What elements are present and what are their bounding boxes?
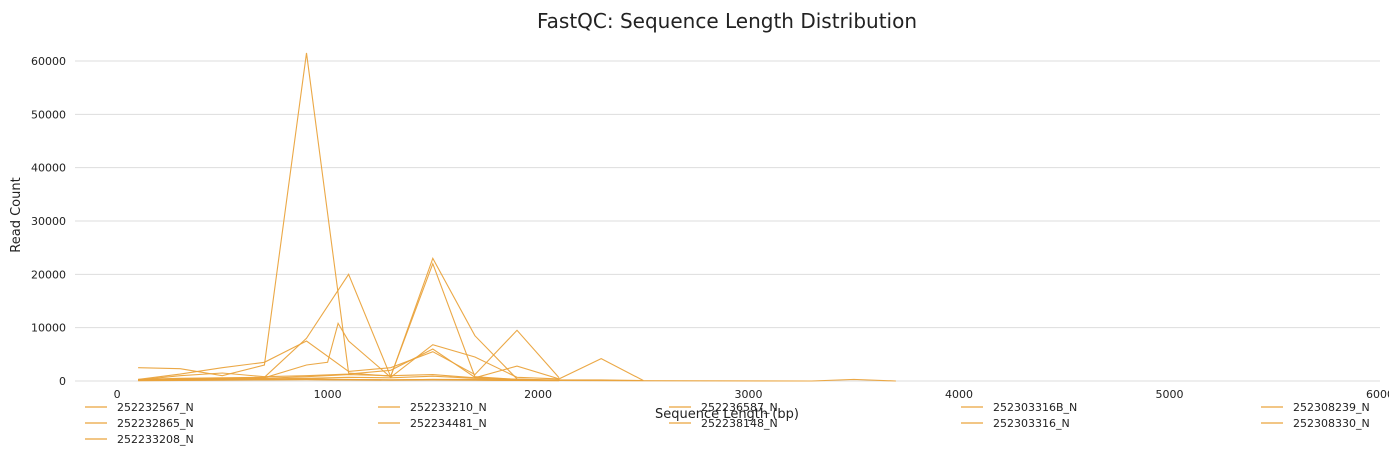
legend-label: 252308239_N (1293, 401, 1370, 414)
y-tick-label: 50000 (31, 108, 66, 121)
legend-item: 252308239_N (1261, 401, 1370, 414)
y-tick-label: 40000 (31, 162, 66, 175)
legend-item: 252233208_N (85, 433, 194, 446)
x-tick-label: 4000 (945, 388, 973, 401)
legend-item: 252238148_N (669, 417, 778, 430)
series-lines (138, 52, 896, 382)
legend-item: 252232567_N (85, 401, 194, 414)
x-tick-label: 3000 (735, 388, 763, 401)
chart-title: FastQC: Sequence Length Distribution (537, 9, 917, 33)
legend-label: 252233208_N (117, 433, 194, 446)
x-tick-label: 5000 (1156, 388, 1184, 401)
gridlines (75, 60, 1380, 382)
series-line (138, 348, 560, 382)
legend-item: 252233210_N (378, 401, 487, 414)
legend-label: 252233210_N (410, 401, 487, 414)
legend-label: 252303316_N (993, 417, 1070, 430)
y-tick-label: 20000 (31, 268, 66, 281)
legend-label: 252303316B_N (993, 401, 1077, 414)
legend-item: 252303316B_N (961, 401, 1077, 414)
y-tick-label: 30000 (31, 215, 66, 228)
y-axis-ticks: 0 10000 20000 30000 40000 50000 60000 (31, 55, 66, 388)
legend-label: 252234481_N (410, 417, 487, 430)
y-tick-label: 0 (59, 375, 66, 388)
series-line (138, 256, 560, 382)
series-line (138, 329, 560, 380)
x-tick-label: 6000 (1366, 388, 1389, 401)
legend-label: 252232865_N (117, 417, 194, 430)
legend-item: 252308330_N (1261, 417, 1370, 430)
series-line (138, 322, 560, 381)
x-tick-label: 0 (114, 388, 121, 401)
legend-label: 252236587_N (701, 401, 778, 414)
x-axis-label: Sequence Length (bp) (655, 407, 799, 422)
legend-label: 252232567_N (117, 401, 194, 414)
y-tick-label: 60000 (31, 55, 66, 68)
y-tick-label: 10000 (31, 322, 66, 335)
x-tick-label: 2000 (524, 388, 552, 401)
legend-label: 252238148_N (701, 417, 778, 430)
x-tick-label: 1000 (314, 388, 342, 401)
legend-item: 252303316_N (961, 417, 1070, 430)
legend-item: 252236587_N (669, 401, 778, 414)
y-axis-label: Read Count (9, 177, 24, 252)
legend: 252232567_N 252232865_N 252233208_N 2522332… (85, 401, 1370, 446)
series-line (138, 379, 560, 382)
legend-item: 252232865_N (85, 417, 194, 430)
x-axis-ticks: 0 1000 2000 3000 4000 5000 6000 (114, 388, 1389, 401)
legend-label: 252308330_N (1293, 417, 1370, 430)
series-line (138, 52, 560, 382)
legend-item: 252234481_N (378, 417, 487, 430)
